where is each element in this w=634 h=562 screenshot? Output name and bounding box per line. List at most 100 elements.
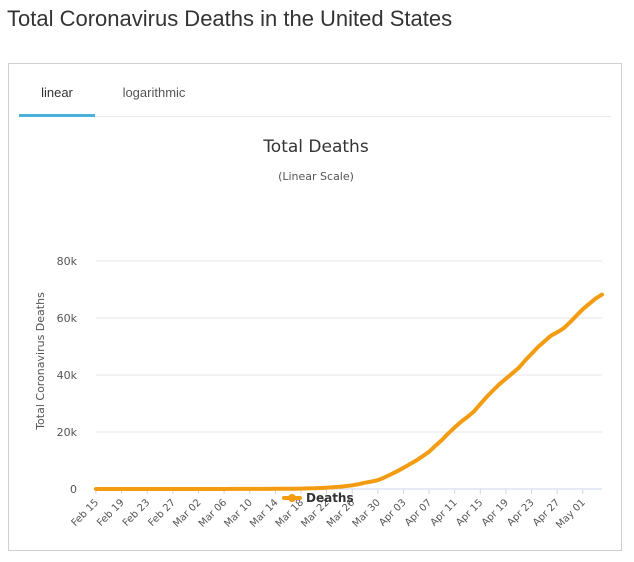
- data-point: [370, 480, 373, 483]
- data-point: [345, 485, 347, 487]
- data-point: [229, 488, 232, 490]
- data-point: [396, 470, 398, 473]
- legend[interactable]: Deaths: [282, 491, 354, 505]
- y-tick-label: 80k: [57, 255, 78, 268]
- data-point: [127, 488, 129, 490]
- data-point: [505, 377, 507, 380]
- data-point: [210, 488, 213, 490]
- series-layer: [94, 292, 604, 491]
- data-point: [216, 488, 219, 490]
- data-point: [172, 488, 174, 490]
- data-point: [236, 488, 238, 490]
- data-point: [274, 488, 277, 490]
- chart-panel: linear logarithmic Total Deaths (Linear …: [8, 63, 622, 551]
- y-tick-label: 60k: [57, 312, 78, 325]
- data-point: [377, 479, 379, 482]
- data-point: [441, 439, 443, 441]
- data-point: [537, 346, 539, 348]
- data-point: [466, 416, 469, 418]
- y-tick-label: 20k: [57, 426, 78, 439]
- data-point: [364, 481, 366, 484]
- data-point: [479, 403, 482, 405]
- data-point: [114, 488, 116, 490]
- data-point: [300, 487, 302, 490]
- data-point: [351, 484, 354, 487]
- data-point: [248, 488, 251, 490]
- x-tick-label: Apr 15: [454, 497, 485, 528]
- data-point: [485, 396, 488, 398]
- data-point: [569, 321, 571, 324]
- data-point: [280, 488, 283, 490]
- data-point: [601, 293, 603, 296]
- x-tick-label: Apr 19: [480, 497, 511, 528]
- data-point: [178, 488, 181, 490]
- y-tick-label: 0: [70, 483, 77, 496]
- y-axis-ticks: 0 20k 40k 60k 80k: [57, 255, 78, 496]
- data-point: [133, 488, 136, 490]
- data-point: [556, 331, 558, 334]
- chart-subtitle: (Linear Scale): [278, 170, 354, 183]
- data-point: [434, 444, 437, 447]
- data-point: [588, 303, 590, 305]
- data-point: [268, 488, 270, 490]
- series-line-deaths: [94, 292, 604, 491]
- x-tick-label: Apr 03: [377, 497, 408, 528]
- data-point: [428, 450, 430, 453]
- data-point: [338, 486, 341, 488]
- data-point: [594, 297, 597, 300]
- data-point: [319, 487, 322, 489]
- legend-marker-icon: [288, 494, 296, 502]
- chart-title: Total Deaths: [262, 137, 369, 157]
- data-point: [165, 488, 168, 490]
- data-point: [575, 314, 578, 317]
- data-point: [159, 488, 161, 490]
- grid-lines: [96, 260, 602, 490]
- data-point: [287, 488, 290, 490]
- data-point: [473, 410, 475, 413]
- data-point: [293, 487, 296, 490]
- data-point: [197, 488, 200, 490]
- data-point: [95, 488, 97, 490]
- data-point: [402, 467, 405, 469]
- data-point: [409, 463, 411, 466]
- data-point: [332, 486, 334, 489]
- data-point: [582, 308, 584, 310]
- data-point: [242, 488, 245, 490]
- data-point: [325, 486, 328, 489]
- x-tick-label: Mar 30: [351, 497, 383, 529]
- y-tick-label: 40k: [57, 369, 78, 382]
- data-point: [152, 488, 155, 490]
- x-tick-label: Apr 07: [403, 497, 434, 528]
- data-point: [460, 420, 462, 423]
- data-point: [108, 488, 110, 490]
- y-axis-label: Total Coronavirus Deaths: [34, 292, 47, 431]
- page-title: Total Coronavirus Deaths in the United S…: [7, 6, 453, 31]
- data-point: [524, 359, 526, 362]
- data-point: [389, 473, 392, 476]
- data-point: [383, 476, 386, 479]
- data-point: [447, 432, 450, 435]
- data-point: [517, 367, 520, 369]
- data-point: [530, 353, 533, 355]
- data-point: [255, 488, 257, 490]
- data-point: [562, 327, 565, 330]
- data-point: [306, 487, 309, 490]
- data-point: [313, 487, 315, 490]
- data-point: [550, 334, 552, 337]
- x-tick-label: Apr 11: [429, 497, 460, 528]
- data-point: [421, 455, 424, 458]
- tab-logarithmic[interactable]: logarithmic: [122, 85, 186, 100]
- data-point: [498, 383, 501, 385]
- data-point: [223, 488, 225, 490]
- data-point: [101, 488, 104, 490]
- tab-linear[interactable]: linear: [19, 78, 95, 117]
- scale-tabs: linear logarithmic: [19, 78, 611, 117]
- x-tick-label: Feb 23: [121, 497, 153, 529]
- legend-label-deaths: Deaths: [306, 491, 354, 505]
- data-point: [204, 488, 206, 490]
- x-tick-label: Apr 23: [505, 497, 536, 528]
- data-point: [453, 426, 456, 429]
- data-point: [357, 483, 360, 486]
- data-point: [543, 340, 546, 343]
- data-point: [140, 488, 142, 490]
